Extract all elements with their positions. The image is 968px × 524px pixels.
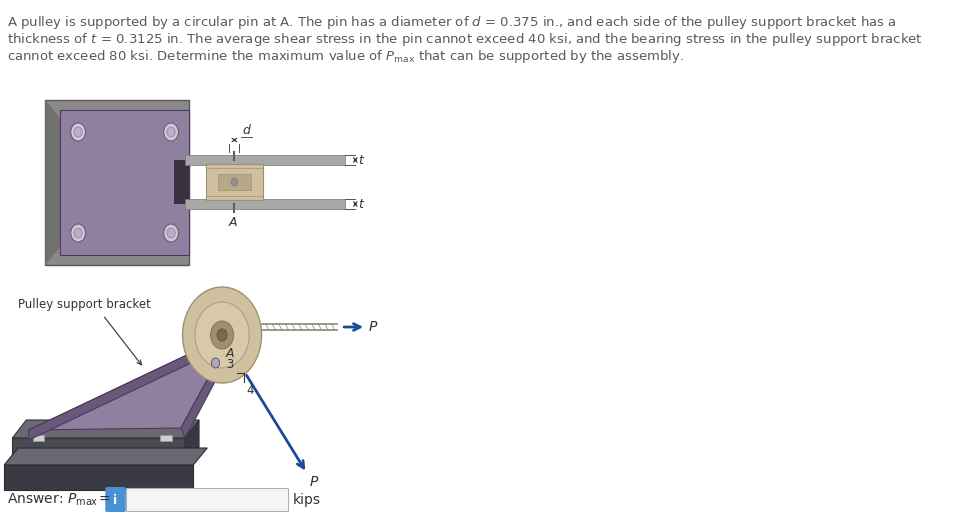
Polygon shape (181, 345, 230, 438)
Polygon shape (185, 420, 199, 465)
Circle shape (164, 224, 178, 242)
Polygon shape (29, 345, 227, 430)
Text: 4: 4 (246, 384, 254, 397)
FancyBboxPatch shape (126, 488, 287, 511)
Text: kips: kips (292, 493, 320, 507)
Text: A pulley is supported by a circular pin at A. The pin has a diameter of $d$ = 0.: A pulley is supported by a circular pin … (7, 14, 896, 31)
Text: Answer: $P_{\mathrm{max}}$: Answer: $P_{\mathrm{max}}$ (7, 492, 98, 508)
Bar (185, 199, 346, 209)
Text: i: i (113, 494, 117, 507)
Bar (174, 160, 189, 204)
Text: t: t (358, 154, 363, 167)
Bar (161, 435, 172, 441)
Circle shape (74, 127, 82, 137)
Circle shape (217, 329, 227, 341)
Circle shape (211, 321, 233, 349)
Polygon shape (4, 465, 194, 490)
Circle shape (195, 302, 249, 368)
Circle shape (211, 358, 220, 368)
Bar (33, 435, 45, 441)
Text: thickness of $t$ = 0.3125 in. The average shear stress in the pin cannot exceed : thickness of $t$ = 0.3125 in. The averag… (7, 31, 923, 48)
Circle shape (183, 287, 261, 383)
Polygon shape (4, 448, 207, 465)
Circle shape (71, 224, 85, 242)
Text: d: d (243, 124, 251, 137)
Circle shape (164, 123, 178, 141)
Text: A: A (226, 347, 234, 360)
Text: t: t (358, 198, 363, 211)
Circle shape (231, 178, 238, 186)
Polygon shape (13, 438, 185, 465)
Text: A: A (228, 216, 237, 229)
Bar (218, 174, 251, 190)
Circle shape (166, 228, 175, 238)
Circle shape (71, 123, 85, 141)
Text: Pulley support bracket: Pulley support bracket (18, 298, 151, 311)
Polygon shape (205, 164, 263, 200)
Text: P: P (369, 320, 377, 334)
Bar (60, 110, 189, 255)
Polygon shape (45, 100, 60, 265)
Text: =: = (99, 493, 110, 507)
FancyBboxPatch shape (106, 487, 126, 512)
Circle shape (166, 127, 175, 137)
Polygon shape (29, 350, 197, 440)
Text: cannot exceed 80 ksi. Determine the maximum value of $P_{\mathrm{max}}$ that can: cannot exceed 80 ksi. Determine the maxi… (7, 48, 683, 65)
Bar (185, 155, 346, 165)
Text: P: P (309, 475, 318, 489)
Bar (45, 100, 189, 265)
Polygon shape (13, 420, 199, 438)
Text: 3: 3 (227, 358, 233, 371)
Circle shape (74, 228, 82, 238)
